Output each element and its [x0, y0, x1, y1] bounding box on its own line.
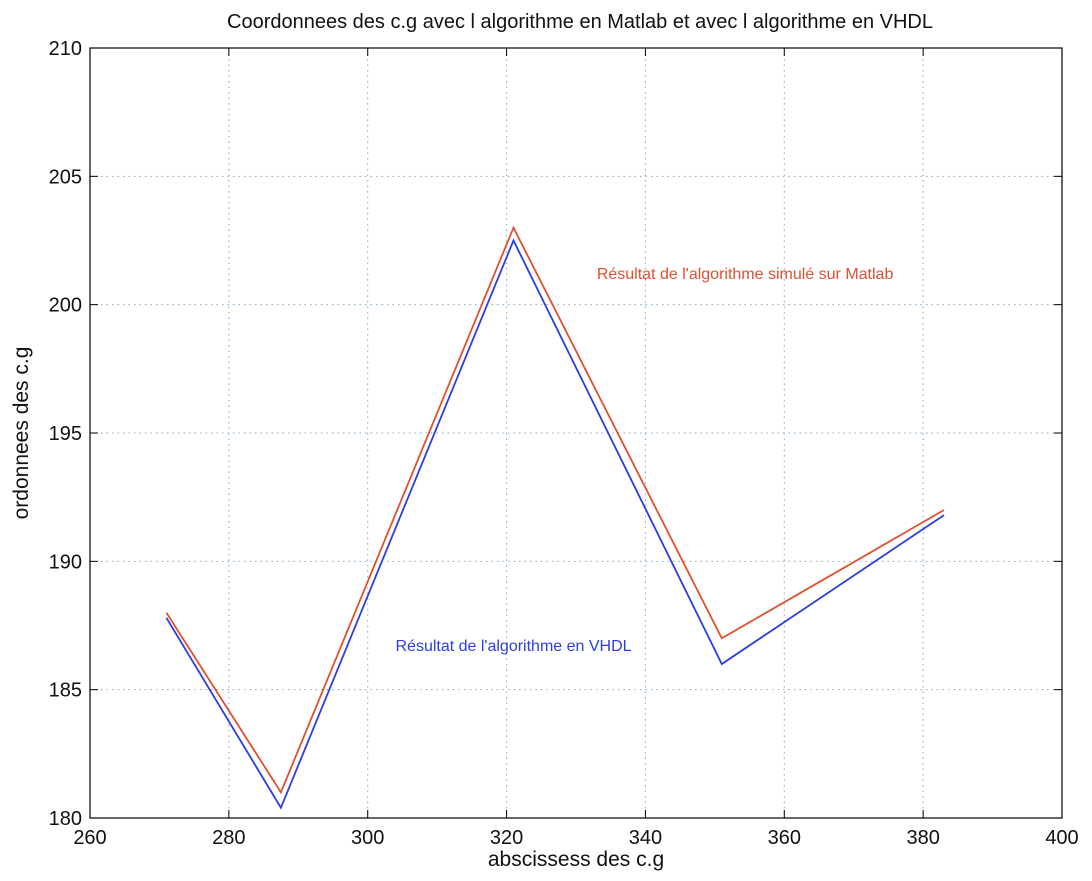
annotations: Résultat de l'algorithme simulé sur Matl…: [395, 266, 893, 655]
y-axis-label: ordonnees des c.g: [10, 347, 33, 520]
ticks: 260 280 300 320 340 360 380 400 180 185 190 195 200 2…: [49, 38, 1079, 849]
y-tick-label: 205: [49, 166, 82, 188]
y-tick-label: 190: [49, 551, 82, 573]
x-tick-label: 260: [73, 827, 106, 849]
annotation-1: Résultat de l'algorithme simulé sur Matl…: [597, 266, 894, 283]
x-tick-label: 320: [490, 827, 523, 849]
y-tick-label: 185: [49, 680, 82, 702]
x-tick-label: 280: [212, 827, 245, 849]
y-tick-label: 180: [49, 808, 82, 830]
x-tick-label: 400: [1045, 827, 1078, 849]
series-line-1: [165, 238, 945, 810]
x-tick-label: 380: [906, 827, 939, 849]
x-tick-label: 340: [629, 827, 662, 849]
y-tick-label: 200: [49, 295, 82, 317]
grid: [90, 48, 1062, 818]
y-tick-label: 195: [49, 423, 82, 445]
series: [165, 225, 945, 810]
x-tick-label: 360: [768, 827, 801, 849]
y-tick-label: 210: [49, 38, 82, 60]
chart-title: Coordonnees des c.g avec l algorithme en…: [227, 11, 933, 33]
series-line-2: [165, 225, 945, 795]
x-tick-label: 300: [351, 827, 384, 849]
annotation-2: Résultat de l'algorithme en VHDL: [395, 638, 631, 655]
x-axis-label: abscissess des c.g: [488, 848, 664, 871]
